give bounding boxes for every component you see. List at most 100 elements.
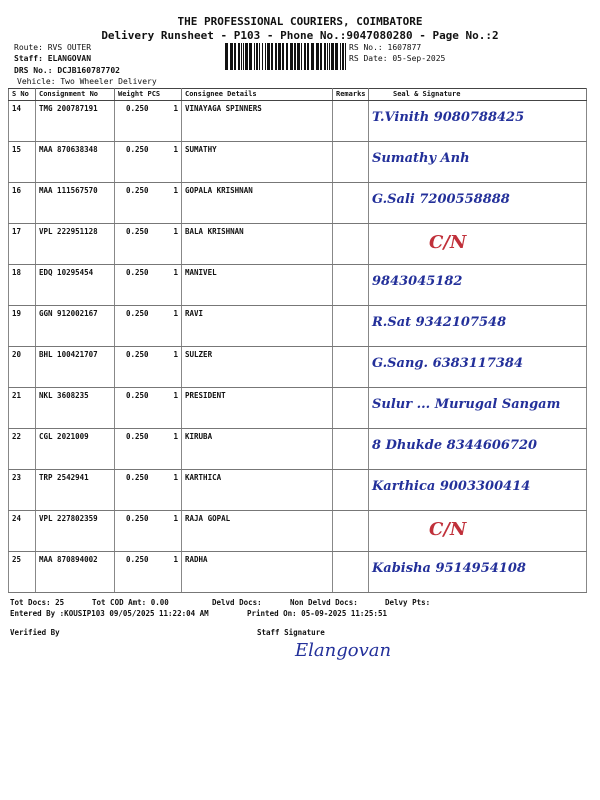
table-header: S No Consignment No Weight PCS Consignee… <box>8 88 587 101</box>
consignment-no: MAA 870638348 <box>35 141 115 183</box>
serial-no: 16 <box>8 182 36 224</box>
non-delvd-docs: Non Delvd Docs: <box>290 598 358 607</box>
col-remarks: Remarks <box>332 88 369 101</box>
consignment-no: BHL 100421707 <box>35 346 115 388</box>
barcode-bar <box>301 43 302 70</box>
consignee-name: KIRUBA <box>181 428 333 470</box>
seal-signature: Sumathy Anh <box>368 141 587 183</box>
remarks <box>332 264 369 306</box>
barcode-bar <box>320 43 322 70</box>
consignee-name: SULZER <box>181 346 333 388</box>
barcode-bar <box>245 43 248 70</box>
barcode-bar <box>278 43 281 70</box>
table-row: 14 TMG 200787191 0.250 1 VINAYAGA SPINNERS T.… <box>8 100 587 142</box>
table-row: 16 MAA 111567570 0.250 1 GOPALA KRISHNAN G.Sa… <box>8 182 587 224</box>
serial-no: 20 <box>8 346 36 388</box>
remarks <box>332 428 369 470</box>
weight: 0.250 <box>126 432 149 441</box>
tot-docs: Tot Docs: 25 <box>10 598 65 607</box>
consignment-no: VPL 222951128 <box>35 223 115 265</box>
consignment-no: MAA 111567570 <box>35 182 115 224</box>
barcode-bar <box>275 43 277 70</box>
rs-date: RS Date: 05-Sep-2025 <box>349 54 446 63</box>
pcs: 1 <box>173 145 178 154</box>
consignment-no: VPL 227802359 <box>35 510 115 552</box>
weight: 0.250 <box>126 268 149 277</box>
pcs: 1 <box>173 473 178 482</box>
barcode-bar <box>259 43 260 70</box>
remarks <box>332 182 369 224</box>
consignee-name: VINAYAGA SPINNERS <box>181 100 333 142</box>
seal-signature: 9843045182 <box>368 264 587 306</box>
barcode-bar <box>294 43 296 70</box>
remarks <box>332 100 369 142</box>
consignment-no: TRP 2542941 <box>35 469 115 511</box>
remarks <box>332 305 369 347</box>
barcode-bar <box>324 43 326 70</box>
route: Route: RVS OUTER <box>14 43 92 52</box>
serial-no: 25 <box>8 551 36 593</box>
col-weight-pcs: Weight PCS <box>114 88 182 101</box>
weight-pcs: 0.250 1 <box>114 387 182 429</box>
consignee-name: MANIVEL <box>181 264 333 306</box>
vehicle: Vehicle: Two Wheeler Delivery <box>17 77 157 86</box>
serial-no: 24 <box>8 510 36 552</box>
delvd-docs: Delvd Docs: <box>212 598 262 607</box>
col-consignment: Consignment No <box>35 88 115 101</box>
barcode-bar <box>286 43 288 70</box>
seal-signature: 8 Dhukde 8344606720 <box>368 428 587 470</box>
remarks <box>332 469 369 511</box>
weight-pcs: 0.250 1 <box>114 551 182 593</box>
pcs: 1 <box>173 104 178 113</box>
barcode-bar <box>243 43 244 70</box>
rs-no: RS No.: 1607877 <box>349 43 422 52</box>
pcs: 1 <box>173 268 178 277</box>
weight-pcs: 0.250 1 <box>114 141 182 183</box>
weight: 0.250 <box>126 473 149 482</box>
tot-cod: Tot COD Amt: 0.00 <box>92 598 169 607</box>
col-signature: Seal & Signature <box>368 88 587 101</box>
weight: 0.250 <box>126 391 149 400</box>
weight: 0.250 <box>126 309 149 318</box>
pcs: 1 <box>173 432 178 441</box>
barcode-bar <box>329 43 330 70</box>
pcs: 1 <box>173 227 178 236</box>
weight-pcs: 0.250 1 <box>114 264 182 306</box>
serial-no: 17 <box>8 223 36 265</box>
seal-signature: T.Vinith 9080788425 <box>368 100 587 142</box>
serial-no: 23 <box>8 469 36 511</box>
seal-signature: C/N <box>368 510 587 552</box>
consignee-name: SUMATHY <box>181 141 333 183</box>
runsheet-table: S No Consignment No Weight PCS Consignee… <box>8 88 587 593</box>
weight-pcs: 0.250 1 <box>114 100 182 142</box>
table-row: 21 NKL 3608235 0.250 1 PRESIDENT Sulur ... Mu… <box>8 387 587 429</box>
consignee-name: PRESIDENT <box>181 387 333 429</box>
weight: 0.250 <box>126 227 149 236</box>
consignee-name: RAJA GOPAL <box>181 510 333 552</box>
seal-signature: Karthica 9003300414 <box>368 469 587 511</box>
weight-pcs: 0.250 1 <box>114 469 182 511</box>
barcode-bar <box>225 43 228 70</box>
remarks <box>332 551 369 593</box>
staff: Staff: ELANGOVAN <box>14 54 92 63</box>
barcode-bar <box>265 43 266 70</box>
seal-signature: Sulur ... Murugal Sangam <box>368 387 587 429</box>
consignee-name: RADHA <box>181 551 333 593</box>
seal-signature: C/N <box>368 223 587 265</box>
table-row: 24 VPL 227802359 0.250 1 RAJA GOPAL C/N <box>8 510 587 552</box>
consignment-no: GGN 912002167 <box>35 305 115 347</box>
barcode-bar <box>311 43 314 70</box>
barcode-bar <box>241 43 242 70</box>
weight-pcs: 0.250 1 <box>114 305 182 347</box>
barcode-bar <box>290 43 293 70</box>
weight-pcs: 0.250 1 <box>114 182 182 224</box>
entered-by: Entered By :KOUSIP103 09/05/2025 11:22:0… <box>10 609 209 618</box>
serial-no: 18 <box>8 264 36 306</box>
barcode-bar <box>230 43 233 70</box>
verified-by: Verified By <box>10 628 60 637</box>
consignment-no: MAA 870894002 <box>35 551 115 593</box>
barcode-bar <box>256 43 258 70</box>
barcode-bar <box>335 43 338 70</box>
barcode-bar <box>271 43 273 70</box>
pcs: 1 <box>173 350 178 359</box>
